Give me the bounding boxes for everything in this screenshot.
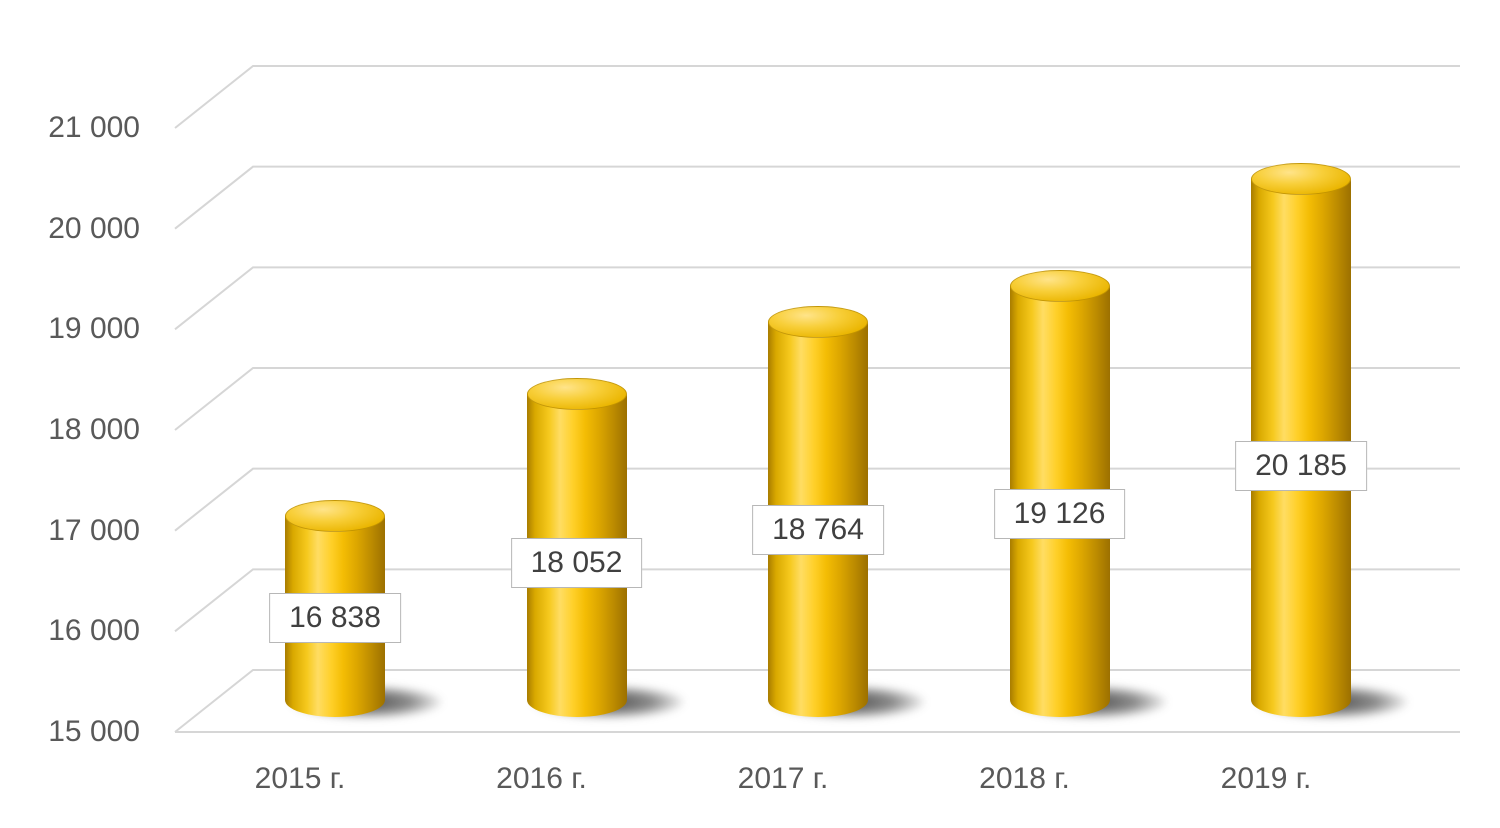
cylinder-top-face (285, 499, 385, 532)
data-label-box: 18 052 (510, 537, 643, 588)
data-label-box: 20 185 (1235, 441, 1367, 492)
x-axis-category-label: 2018 г. (979, 762, 1070, 795)
cylinder-top-face (526, 377, 627, 410)
cylinder-top-face (768, 306, 868, 339)
gridline (174, 65, 1460, 129)
y-axis-tick-label: 19 000 (48, 312, 140, 346)
gridline (174, 266, 1460, 331)
cylinder-top-face (1251, 163, 1351, 196)
y-axis-tick-label: 20 000 (48, 211, 140, 245)
data-label-box: 18 764 (752, 505, 884, 556)
x-axis-category-label: 2017 г. (737, 762, 829, 795)
y-axis-tick-label: 17 000 (48, 513, 140, 547)
data-label-box: 16 838 (269, 592, 401, 643)
cylinder-top-face (1009, 269, 1110, 302)
y-axis-tick-label: 15 000 (48, 715, 140, 748)
y-axis-tick-label: 18 000 (48, 413, 140, 446)
data-label-box: 19 126 (993, 489, 1126, 540)
y-axis-tick-label: 16 000 (48, 614, 140, 648)
y-axis-tick-label: 21 000 (48, 111, 140, 144)
x-axis-category-label: 2016 г. (496, 762, 587, 795)
x-axis-category-label: 2015 г. (254, 762, 346, 795)
x-axis-category-label: 2019 г. (1220, 762, 1312, 795)
gridline (174, 165, 1460, 230)
